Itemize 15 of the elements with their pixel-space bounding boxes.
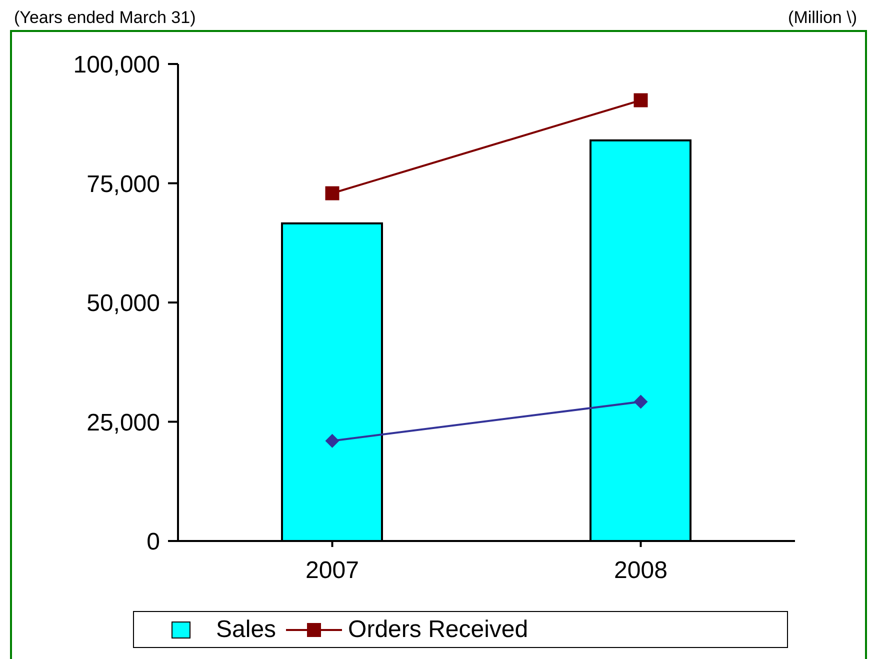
y-tick-label: 50,000 [86, 290, 160, 318]
point [325, 186, 340, 200]
y-tick-label: 0 [146, 528, 160, 556]
point [325, 434, 340, 448]
text: (Million \) [788, 8, 857, 28]
text: (Years ended March 31) [14, 8, 196, 28]
x-tick-label: 2007 [306, 557, 359, 584]
y-tick-label: 75,000 [86, 170, 160, 198]
legend-label: Orders Received [348, 616, 528, 644]
point [634, 93, 648, 108]
point [634, 394, 648, 409]
y-tick-label: 25,000 [86, 409, 160, 436]
legend-label: Sales [216, 616, 276, 644]
y-tick-label: 100,000 [73, 52, 160, 79]
x-tick-label: 2008 [614, 557, 668, 584]
